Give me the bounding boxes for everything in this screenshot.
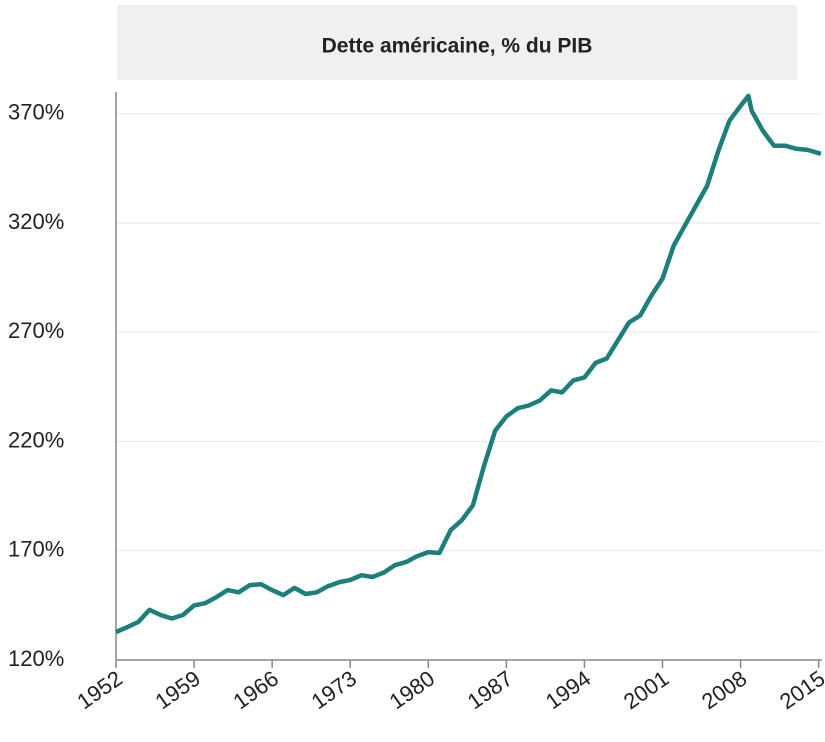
- x-tick-label: 2001: [619, 666, 673, 715]
- y-tick-label: 220%: [8, 427, 64, 452]
- x-tick-label: 1959: [151, 666, 205, 715]
- x-tick-label: 1994: [541, 666, 595, 715]
- y-tick-label: 370%: [8, 100, 64, 125]
- x-tick-label: 1966: [229, 666, 283, 715]
- y-tick-label: 270%: [8, 318, 64, 343]
- chart-title: Dette américaine, % du PIB: [322, 35, 593, 58]
- x-tick-label: 2008: [697, 666, 751, 715]
- x-tick-label: 1980: [385, 666, 439, 715]
- data-line: [115, 93, 822, 635]
- x-tick-label: 2015: [775, 666, 825, 715]
- y-tick-label: 120%: [8, 646, 64, 671]
- x-tick-label: 1973: [307, 666, 361, 715]
- y-tick-label: 170%: [8, 537, 64, 562]
- y-tick-label: 320%: [8, 209, 64, 234]
- title-box: [117, 5, 797, 80]
- x-tick-label: 1987: [463, 666, 517, 715]
- x-tick-label: 1952: [72, 666, 126, 715]
